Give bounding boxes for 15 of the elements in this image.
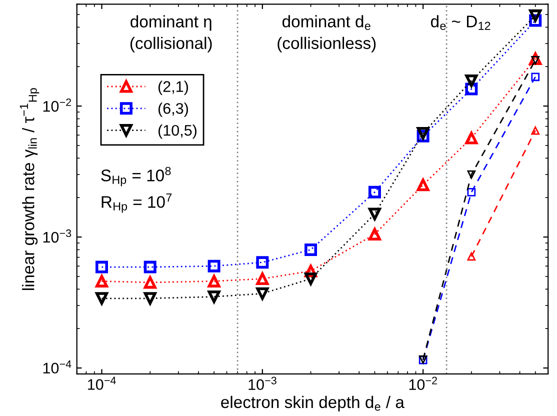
y-tick-label: 10$^{−2}$	[43, 98, 72, 112]
legend-label: (2,1)	[158, 80, 188, 96]
x-tick-label: 10$^{−3}$	[248, 376, 276, 390]
annotation: d$_{e}$ ~ D$_{12}$	[430, 15, 490, 30]
annotation: dominant d$_{e}$ (collisionless)	[278, 15, 376, 52]
legend-label: (10,5)	[158, 124, 196, 139]
x-tick-label: 10$^{−4}$	[88, 376, 116, 390]
y-axis-title: linear growth rate γ$_{lin}$ / τ$^{−1}$$_{Hp}$	[20, 88, 40, 290]
y-tick-label: 10$^{−3}$	[43, 229, 72, 243]
text: S$_{Hp}$ = 10$^{8}$ R$_{Hp}$ = 10$^{7}$	[101, 166, 172, 213]
legend-label: (6,3)	[158, 102, 188, 117]
x-tick-label: 10$^{−2}$	[409, 376, 437, 390]
annotation: dominant η (collisional)	[130, 15, 212, 52]
y-tick-label: 10$^{−4}$	[43, 360, 72, 374]
x-axis-title: electron skin depth d$_{e}$ / a	[221, 396, 404, 412]
